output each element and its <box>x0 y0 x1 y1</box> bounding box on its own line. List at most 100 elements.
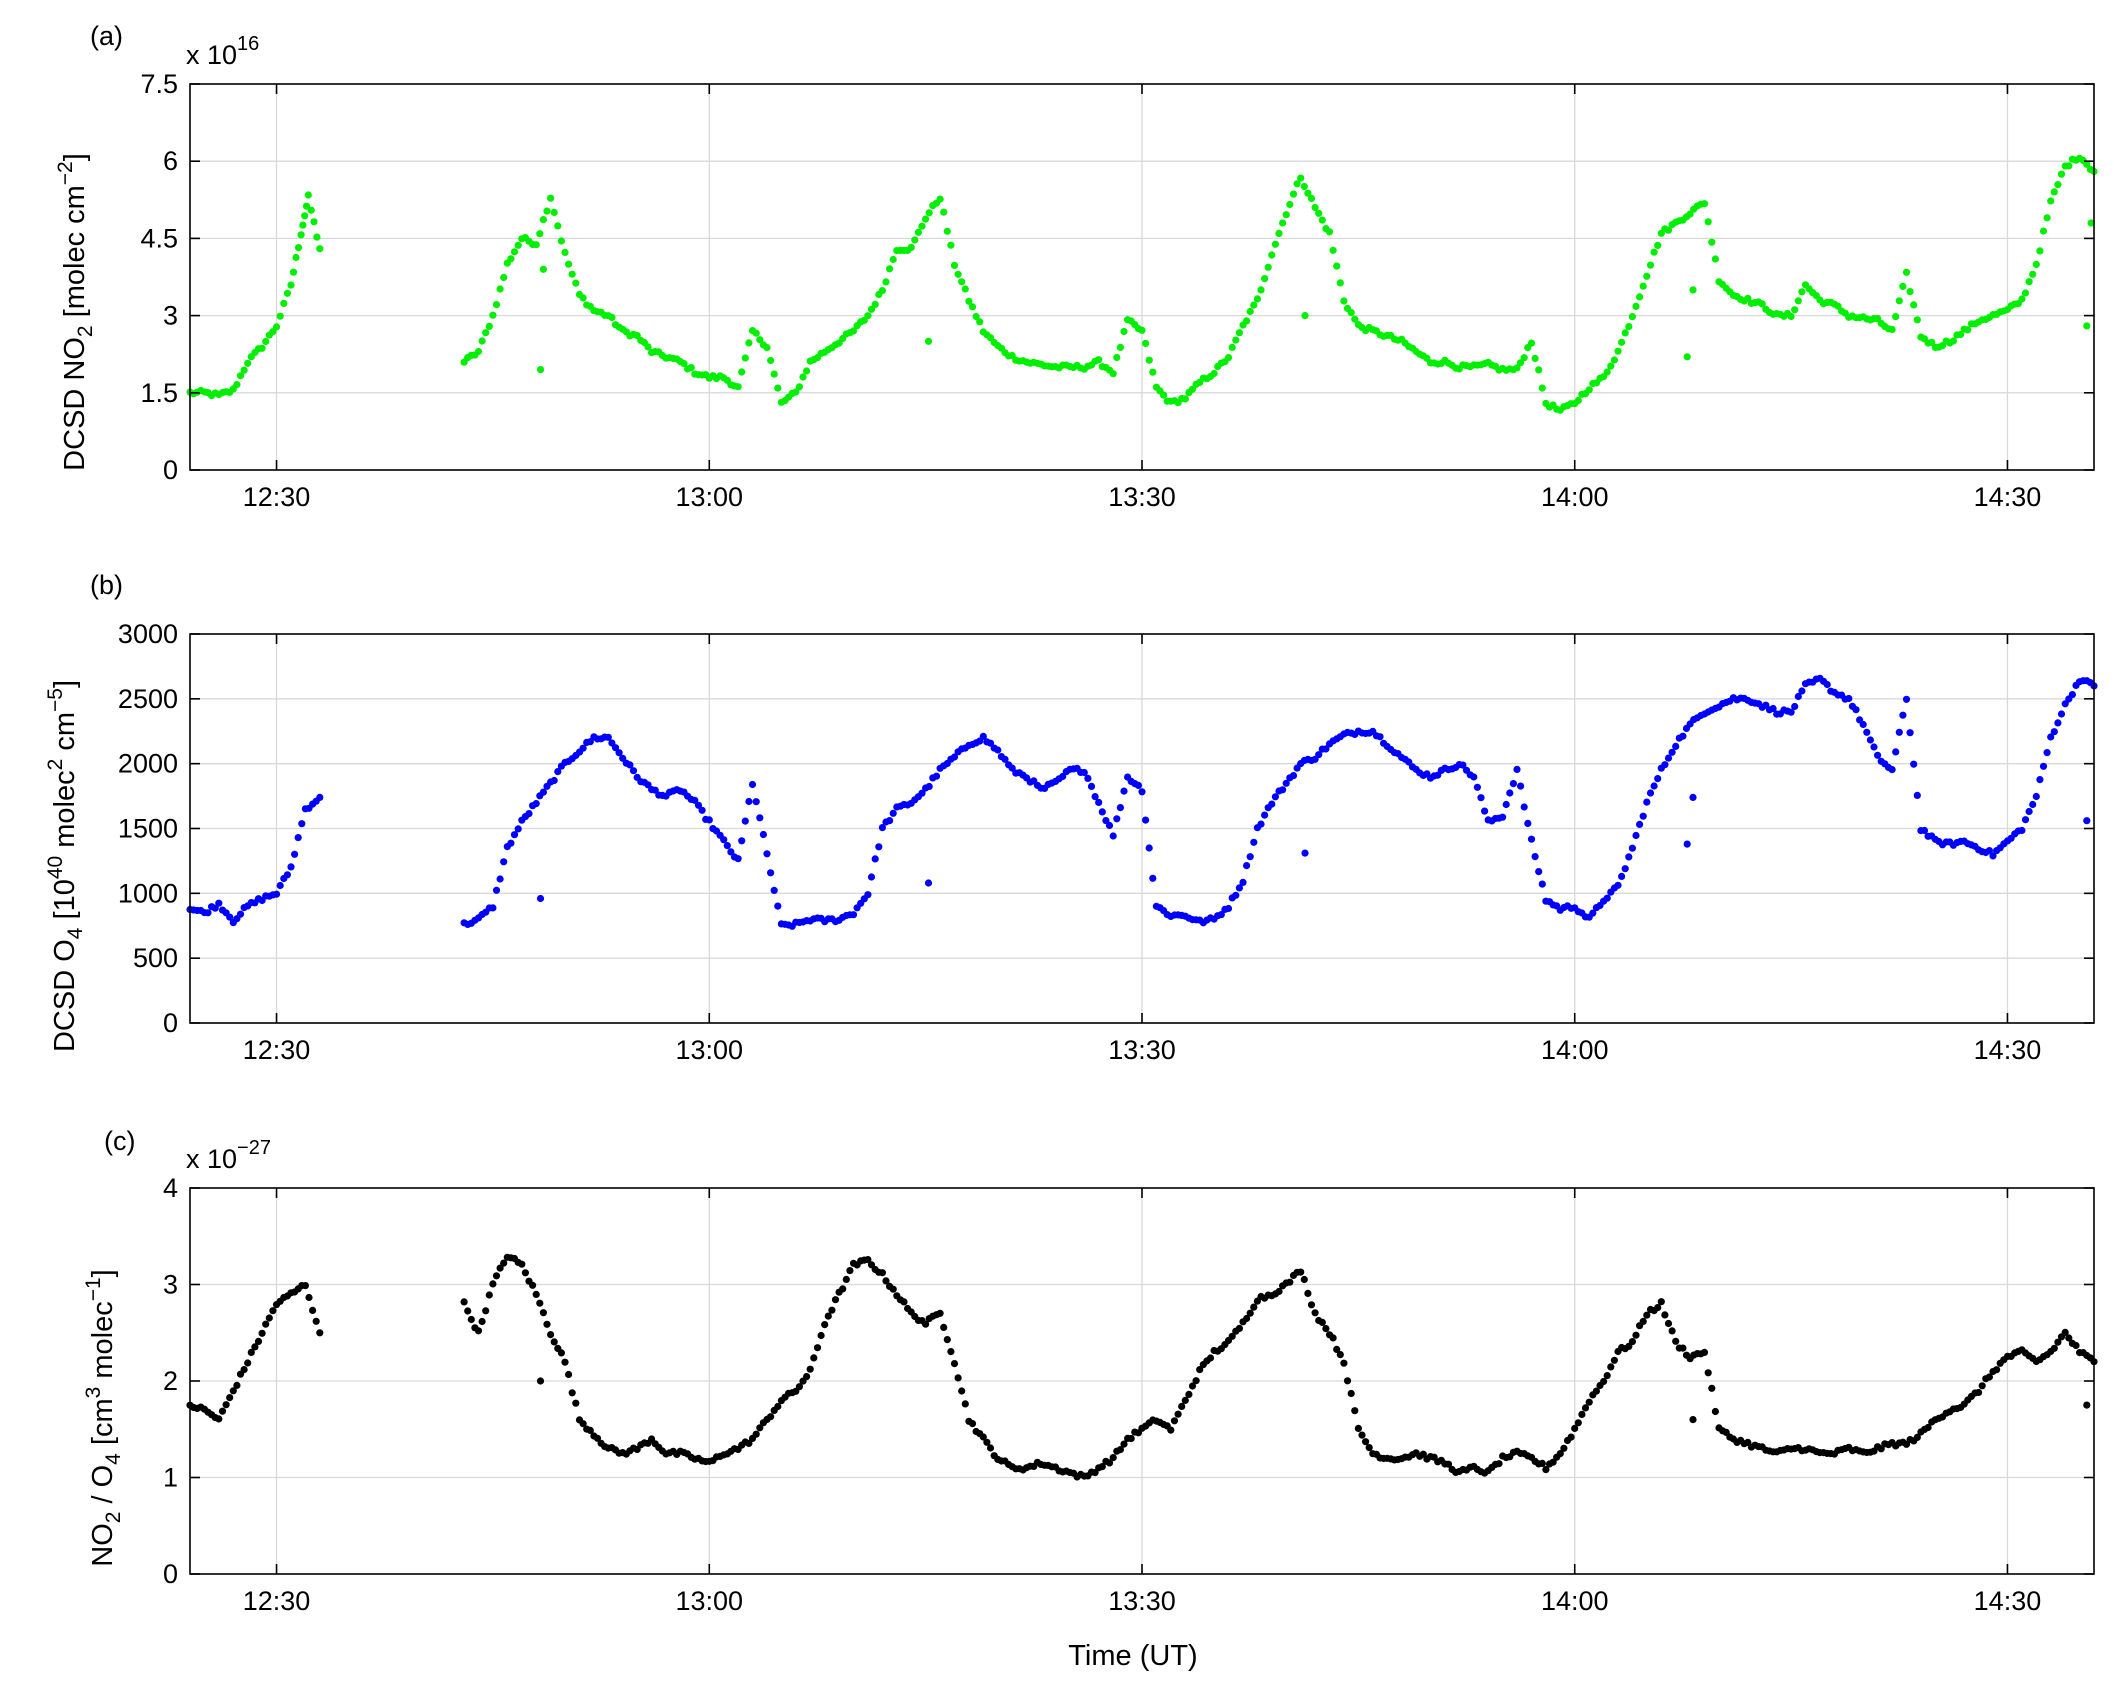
data-point <box>1866 736 1874 744</box>
data-point <box>272 890 281 898</box>
data-point <box>1318 216 1326 224</box>
data-point <box>1376 733 1384 741</box>
data-point <box>547 194 555 202</box>
data-point <box>763 850 771 858</box>
data-point <box>986 739 995 747</box>
data-point <box>950 753 959 761</box>
data-point <box>492 1272 501 1280</box>
data-point <box>236 910 245 918</box>
data-point <box>1304 1289 1312 1297</box>
y-tick-label: 500 <box>133 943 178 973</box>
data-point <box>1365 1444 1373 1452</box>
data-point <box>770 370 778 378</box>
x-tick-label: 13:30 <box>1108 1586 1176 1616</box>
data-point <box>1481 807 1489 815</box>
data-point <box>2036 776 2044 784</box>
data-point <box>579 1420 587 1428</box>
data-point <box>803 367 811 375</box>
data-point <box>1502 800 1510 809</box>
data-point <box>1791 702 1799 711</box>
data-point <box>629 767 638 775</box>
data-point <box>1957 330 1965 339</box>
data-point <box>1978 1382 1986 1390</box>
data-point <box>1271 240 1279 248</box>
data-point <box>626 761 634 769</box>
data-point <box>968 1420 977 1428</box>
data-point <box>849 911 858 919</box>
data-point <box>1261 275 1269 283</box>
data-point <box>272 323 281 331</box>
data-point <box>1632 831 1640 840</box>
data-point <box>532 1290 540 1298</box>
data-point <box>229 1387 237 1395</box>
data-point <box>1351 315 1359 323</box>
data-point <box>1574 1419 1582 1427</box>
data-point <box>1899 711 1907 719</box>
data-point <box>1250 1303 1258 1311</box>
data-point <box>1643 798 1651 806</box>
y-tick-label: 7.5 <box>140 69 178 99</box>
data-point <box>611 744 620 752</box>
data-point <box>2054 1338 2062 1346</box>
data-point <box>1628 313 1636 321</box>
data-point-outlier <box>924 337 933 345</box>
data-point <box>1964 326 1972 334</box>
x-axis-title: Time (UT) <box>1068 1640 1197 1672</box>
data-point <box>1668 748 1676 756</box>
data-point <box>518 1260 526 1268</box>
data-point <box>1127 1434 1135 1443</box>
data-point <box>1351 1407 1359 1415</box>
data-point <box>1758 300 1766 308</box>
data-point <box>958 278 966 286</box>
data-point <box>932 772 941 780</box>
y-axis: 0 1.5 3 4.5 6 7.5 <box>140 69 2094 485</box>
data-point <box>1902 268 1911 276</box>
data-point <box>979 732 987 741</box>
data-point <box>482 329 490 337</box>
data-point <box>795 383 804 391</box>
data-point <box>1210 369 1218 378</box>
data-point <box>943 1336 951 1344</box>
data-point <box>1167 1426 1175 1434</box>
data-point <box>1578 1410 1586 1418</box>
panel-c-ylabel: NO2 / O4 [cm3 molec−1] <box>82 1269 125 1567</box>
data-point <box>1282 211 1290 219</box>
grid <box>190 634 2094 1023</box>
data-point <box>226 1394 234 1402</box>
data-point-outlier <box>536 894 545 903</box>
data-point <box>1264 263 1272 271</box>
data-point <box>846 1267 854 1275</box>
data-point <box>1892 748 1900 756</box>
data-point <box>572 279 580 287</box>
data-point <box>2065 1334 2073 1342</box>
data-point <box>291 850 299 858</box>
data-point <box>1109 370 1117 378</box>
x-tick-label: 14:00 <box>1541 1035 1609 1065</box>
panel-b-label: (b) <box>90 570 123 600</box>
data-point <box>474 1327 483 1335</box>
data-point <box>233 1381 241 1389</box>
data-point-outlier <box>1689 793 1697 802</box>
data-point <box>633 331 641 340</box>
data-point <box>741 817 749 825</box>
data-point <box>1340 1359 1348 1367</box>
data-point <box>738 837 746 845</box>
data-point <box>1098 1463 1106 1471</box>
data-point <box>2032 792 2040 801</box>
data-point <box>539 1309 548 1317</box>
data-point <box>301 212 309 220</box>
data-point <box>244 359 252 367</box>
data-point <box>1336 279 1344 287</box>
data-point <box>1906 729 1914 737</box>
data-point <box>864 891 872 899</box>
data-point-outlier <box>1301 312 1309 320</box>
data-point <box>1614 347 1622 355</box>
data-point <box>1322 1325 1330 1333</box>
data-point <box>925 209 933 217</box>
data-point <box>799 373 807 381</box>
data-point <box>1243 317 1251 325</box>
data-point <box>1556 1450 1564 1458</box>
data-point <box>1769 704 1777 713</box>
data-point <box>1672 742 1680 751</box>
